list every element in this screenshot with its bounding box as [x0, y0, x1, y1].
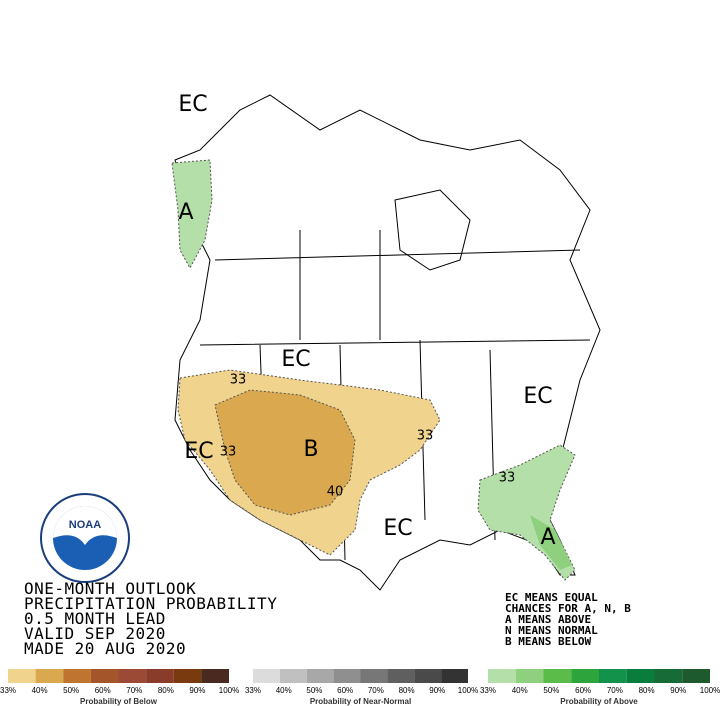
title-line: ONE-MONTH OUTLOOK	[24, 579, 196, 598]
title-line: 0.5 MONTH LEAD	[24, 609, 166, 628]
legend-tick-label: 90%	[670, 686, 686, 695]
legend-tick-label: 90%	[189, 686, 205, 695]
contour-label: 33	[499, 471, 516, 486]
contour-label: 40	[327, 485, 344, 500]
noaa-logo: NOAA	[40, 493, 130, 583]
legend-swatch	[599, 669, 627, 683]
legend-tick-label: 60%	[95, 686, 111, 695]
legend-tick-label: 33%	[0, 686, 16, 695]
map-label: A	[178, 200, 193, 225]
legend-swatch	[387, 669, 415, 683]
legend-swatch	[682, 669, 710, 683]
legend-tick-label: 100%	[700, 686, 720, 695]
legend-swatch	[173, 669, 202, 683]
legend-tick-label: 80%	[639, 686, 655, 695]
legend-swatch	[253, 669, 280, 683]
legend-tick-label: 33%	[245, 686, 261, 695]
legend-swatch	[8, 669, 36, 683]
legend-tick-label: 100%	[219, 686, 239, 695]
legend-tick-label: 60%	[575, 686, 591, 695]
map-label: EC	[184, 439, 213, 464]
map-label: EC	[383, 516, 412, 541]
legend-title: Probability of Below	[80, 697, 158, 706]
contour-label: 33	[230, 373, 247, 388]
title-line: MADE 20 AUG 2020	[24, 639, 186, 658]
legend-swatch	[626, 669, 655, 683]
legend-tick-label: 80%	[158, 686, 174, 695]
legend-swatch	[306, 669, 334, 683]
title-line: VALID SEP 2020	[24, 624, 166, 643]
contour-label: 33	[220, 445, 237, 460]
above-40-region	[530, 515, 572, 570]
note-line: EC MEANS EQUAL	[505, 591, 598, 604]
hudson-bay	[394, 189, 471, 271]
legend-tick-label: 60%	[337, 686, 353, 695]
map-label: A	[540, 525, 555, 550]
above-alaska-region	[171, 159, 213, 270]
legend-swatch	[35, 669, 64, 683]
legend-swatch	[515, 669, 544, 683]
logo-text: NOAA	[69, 519, 101, 531]
legend-swatch	[201, 669, 229, 683]
map-label: EC	[281, 347, 310, 372]
legend-swatch	[441, 669, 468, 683]
title-line: PRECIPITATION PROBABILITY	[24, 594, 277, 613]
legend-tick-label: 70%	[607, 686, 623, 695]
note-line: B MEANS BELOW	[505, 635, 591, 648]
legend-swatch	[279, 669, 307, 683]
legend-swatch	[63, 669, 91, 683]
legend-tick-label: 70%	[126, 686, 142, 695]
legend-swatch	[146, 669, 174, 683]
legend-swatch	[414, 669, 442, 683]
note-line: N MEANS NORMAL	[505, 624, 598, 637]
legend-title: Probability of Near-Normal	[310, 697, 411, 706]
legend-swatch	[654, 669, 683, 683]
contour-label: 33	[417, 429, 434, 444]
legend-tick-label: 33%	[480, 686, 496, 695]
legend-tick-label: 50%	[543, 686, 559, 695]
legend-tick-label: 40%	[512, 686, 528, 695]
below-40-region	[214, 389, 356, 516]
note-line: A MEANS ABOVE	[505, 613, 591, 626]
legend-tick-label: 50%	[63, 686, 79, 695]
legend-tick-label: 50%	[306, 686, 322, 695]
legend-tick-label: 100%	[458, 686, 478, 695]
legend-swatch	[571, 669, 599, 683]
legend-swatch	[118, 669, 147, 683]
map-label: EC	[178, 92, 207, 117]
legend-tick-label: 40%	[276, 686, 292, 695]
legends: 33% 40% 50% 60% 70% 80% 90% 100% Probability of …	[0, 669, 720, 706]
legend-tick-label: 70%	[368, 686, 384, 695]
note-line: CHANCES FOR A, N, B	[505, 602, 631, 615]
legend-tick-label: 90%	[429, 686, 445, 695]
legend-swatch	[90, 669, 119, 683]
legend-tick-label: 40%	[32, 686, 48, 695]
legend-swatch	[488, 669, 516, 683]
map-label: EC	[523, 384, 552, 409]
legend-title: Probability of Above	[560, 697, 638, 706]
legend-swatch	[333, 669, 361, 683]
legend-tick-label: 80%	[399, 686, 415, 695]
legend-swatch	[360, 669, 388, 683]
map-label: B	[303, 437, 318, 462]
legend-swatch	[543, 669, 572, 683]
